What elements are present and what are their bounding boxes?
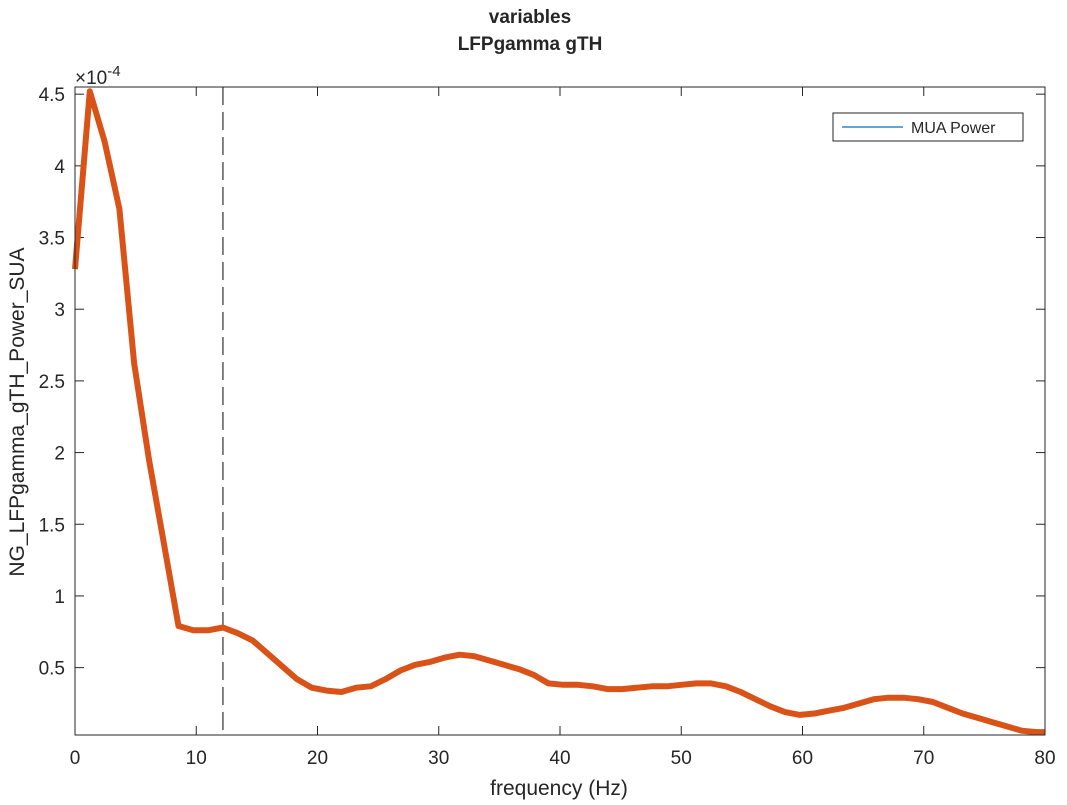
y-tick-label: 4 <box>54 157 65 178</box>
y-tick-label: 0.5 <box>39 659 65 680</box>
series-line <box>72 88 1045 736</box>
plot-frame <box>74 86 1046 736</box>
x-tick-label: 50 <box>671 748 692 769</box>
y-tick-label: 1.5 <box>39 515 65 536</box>
y-tick-label: 4.5 <box>39 85 65 106</box>
y-axis-exponent-power: -4 <box>107 63 120 80</box>
x-tick-label: 10 <box>186 748 207 769</box>
plot-area <box>75 87 1045 735</box>
y-axis-ticks: 0.5 1 1.5 2 2.5 3 3.5 4 4.5 <box>39 85 1045 680</box>
y-axis-exponent-base: ×10 <box>75 68 107 89</box>
legend-label-mua-power: MUA Power <box>911 120 996 137</box>
x-tick-label: 20 <box>307 748 328 769</box>
y-tick-label: 2 <box>54 444 65 465</box>
y-tick-label: 1 <box>54 587 65 608</box>
y-tick-label: 2.5 <box>39 372 65 393</box>
x-axis-label: frequency (Hz) <box>490 777 628 800</box>
x-tick-label: 0 <box>70 748 81 769</box>
x-tick-label: 80 <box>1034 748 1055 769</box>
y-axis-exponent: ×10-4 <box>75 63 121 89</box>
y-axis-label: NG_LFPgamma_gTH_Power_SUA <box>6 247 29 576</box>
legend[interactable]: MUA Power <box>832 112 1024 142</box>
chart-title: variables LFPgamma gTH <box>458 7 603 55</box>
chart-title-line-1: variables <box>489 7 571 28</box>
x-tick-label: 40 <box>549 748 570 769</box>
chart-title-line-2: LFPgamma gTH <box>458 34 603 55</box>
series-group <box>72 88 1045 736</box>
y-tick-label: 3.5 <box>39 229 65 250</box>
y-tick-label: 3 <box>54 300 65 321</box>
x-tick-label: 30 <box>428 748 449 769</box>
x-tick-label: 70 <box>913 748 934 769</box>
x-axis-ticks: 0 10 20 30 40 50 60 70 80 <box>70 87 1056 769</box>
x-tick-label: 60 <box>792 748 813 769</box>
